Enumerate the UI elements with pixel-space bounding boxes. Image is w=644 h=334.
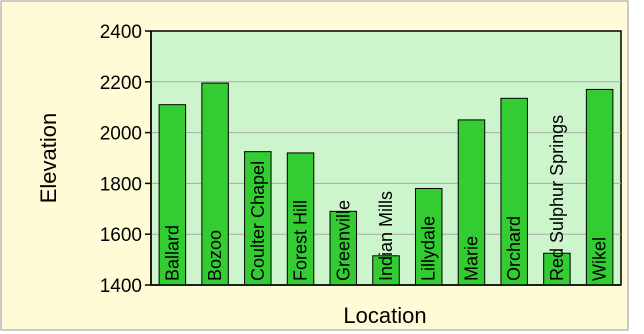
y-tick-label: 1800	[100, 174, 142, 195]
category-label: Bozoo	[205, 230, 225, 281]
category-label: Ballard	[162, 225, 182, 281]
category-label: Wikel	[590, 237, 610, 281]
y-tick-label: 2000	[100, 124, 142, 145]
y-tick-label: 1400	[100, 276, 142, 297]
y-tick-label: 1600	[100, 225, 142, 246]
category-label: Red Sulphur Springs	[547, 115, 567, 281]
y-axis-title: Elevation	[36, 113, 61, 204]
x-axis-title: Location	[343, 303, 426, 328]
bar-lillydale	[414, 187, 443, 286]
bar-forest-hill	[286, 152, 315, 286]
y-tick-label: 2400	[100, 22, 142, 43]
category-label: Orchard	[504, 216, 524, 281]
plot-area	[150, 30, 622, 286]
bar-marie	[457, 119, 486, 286]
category-label: Coulter Chapel	[248, 161, 268, 281]
category-label: Lillydale	[419, 216, 439, 281]
bar-ballard	[158, 104, 187, 286]
category-label: Forest Hill	[291, 200, 311, 281]
bar-red-sulphur-springs	[543, 252, 571, 286]
y-axis-ticks: 1400 1600 1800 2000 2200 2400	[100, 22, 151, 297]
category-label: Indian Mills	[376, 191, 396, 281]
gridlines	[151, 81, 621, 235]
category-label: Greenville	[333, 200, 353, 281]
y-tick-label: 2200	[100, 73, 142, 94]
category-label: Marie	[461, 236, 481, 281]
